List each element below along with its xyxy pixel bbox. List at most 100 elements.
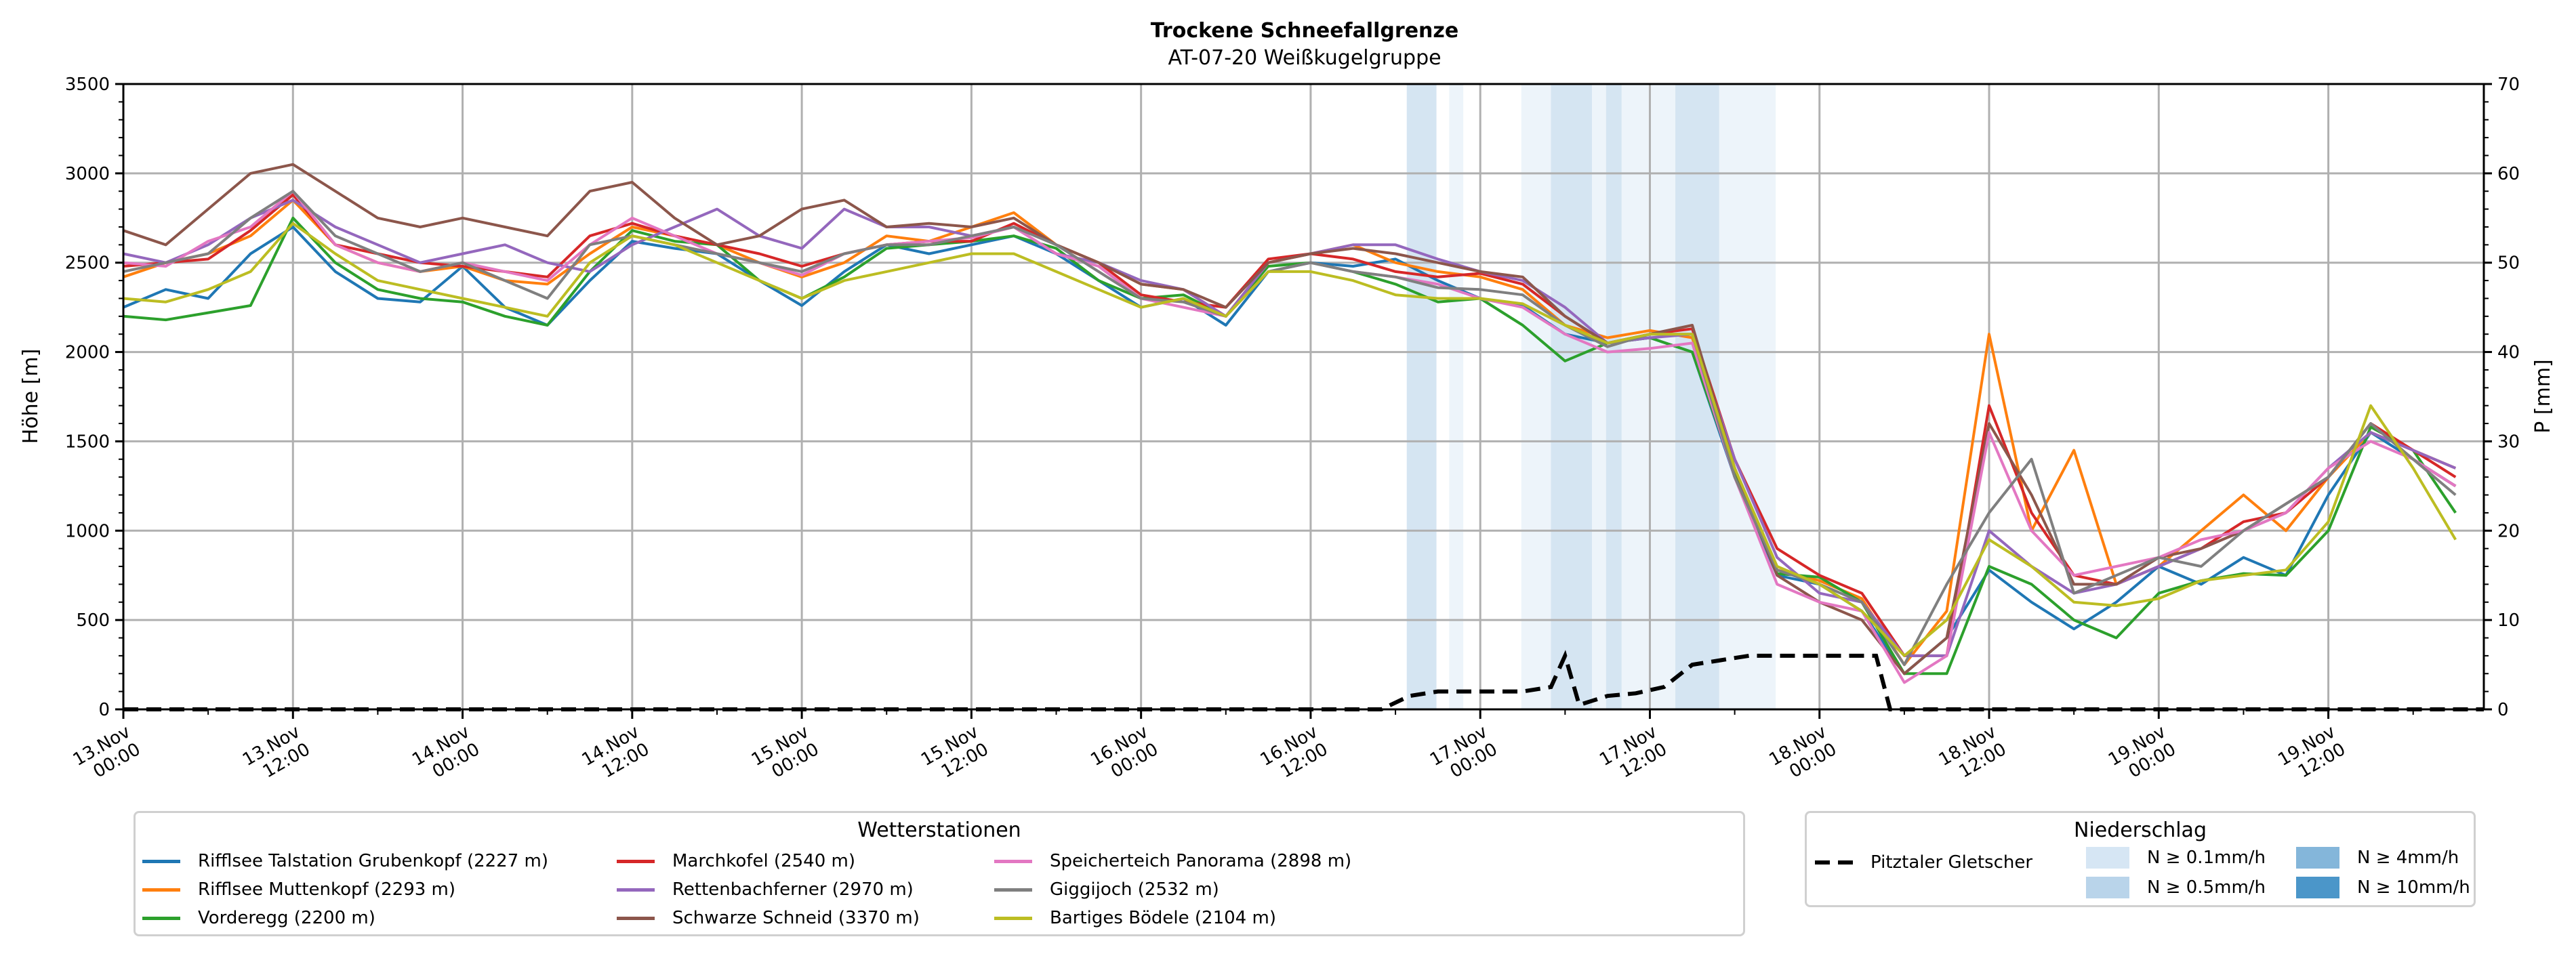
swatch-level-0 bbox=[2086, 847, 2129, 869]
y-tick-label: 500 bbox=[76, 610, 110, 631]
y-right-tick-label: 50 bbox=[2497, 253, 2520, 274]
legend-item-station: Bartiges Bödele (2104 m) bbox=[994, 908, 1276, 928]
line-swatch bbox=[994, 859, 1032, 863]
swatch-level-1 bbox=[2086, 877, 2129, 898]
legend-label: Pitztaler Gletscher bbox=[1870, 852, 2033, 873]
legend-label: N ≥ 0.5mm/h bbox=[2147, 877, 2266, 898]
line-swatch bbox=[994, 888, 1032, 892]
y-axis-label: Höhe [m] bbox=[19, 349, 43, 444]
line-swatch bbox=[142, 859, 180, 863]
line-swatch bbox=[994, 916, 1032, 920]
precip-band bbox=[1591, 84, 1606, 709]
legend-item-station: Vorderegg (2200 m) bbox=[142, 908, 375, 928]
precip-band bbox=[1621, 84, 1676, 709]
precip-band bbox=[1521, 84, 1551, 709]
y-tick-label: 2000 bbox=[65, 343, 110, 363]
line-swatch bbox=[617, 859, 655, 863]
plot-frame bbox=[122, 83, 2485, 711]
legend-label: N ≥ 10mm/h bbox=[2357, 877, 2470, 898]
legend-label: Rettenbachferner (2970 m) bbox=[672, 879, 914, 900]
series-line-0 bbox=[123, 226, 2457, 675]
dashed-line-swatch bbox=[1815, 860, 1853, 865]
line-swatch bbox=[142, 916, 180, 920]
line-swatch bbox=[617, 916, 655, 920]
series-line-2 bbox=[123, 216, 2457, 675]
y-tick-label: 3000 bbox=[65, 164, 110, 184]
chart-title: Trockene Schneefallgrenze bbox=[1151, 19, 1458, 43]
legend-item-station: Schwarze Schneid (3370 m) bbox=[617, 908, 920, 928]
precip-band bbox=[1551, 84, 1592, 709]
series-lines bbox=[123, 163, 2484, 711]
y-tick-label: 3500 bbox=[65, 75, 110, 95]
legend-item-station: Rifflsee Talstation Grubenkopf (2227 m) bbox=[142, 851, 548, 871]
legend-item-station: Rifflsee Muttenkopf (2293 m) bbox=[142, 879, 455, 900]
y-right-tick-label: 10 bbox=[2497, 610, 2520, 631]
precip-band bbox=[1449, 84, 1464, 709]
legend-precip-title: Niederschlag bbox=[2074, 818, 2207, 842]
chart-subtitle: AT-07-20 Weißkugelgruppe bbox=[1168, 46, 1441, 70]
y-tick-label: 1000 bbox=[65, 521, 110, 541]
y-right-tick-label: 60 bbox=[2497, 164, 2520, 184]
series-line-5 bbox=[123, 163, 2457, 675]
legend-stations: Wetterstationen Rifflsee Talstation Grub… bbox=[134, 811, 1745, 936]
legend-item-station: Speicherteich Panorama (2898 m) bbox=[994, 851, 1351, 871]
series-line-1 bbox=[123, 199, 2457, 667]
legend-item-station: Marchkofel (2540 m) bbox=[617, 851, 855, 871]
y-right-tick-label: 40 bbox=[2497, 343, 2520, 363]
line-swatch bbox=[617, 888, 655, 892]
legend-label: Rifflsee Talstation Grubenkopf (2227 m) bbox=[198, 851, 549, 871]
legend-item-level: N ≥ 10mm/h bbox=[2296, 877, 2470, 898]
line-swatch bbox=[142, 888, 180, 892]
y-right-tick-label: 20 bbox=[2497, 521, 2520, 541]
precip-line-pitztaler bbox=[123, 650, 2484, 711]
legend-label: Marchkofel (2540 m) bbox=[672, 851, 855, 871]
legend-label: N ≥ 0.1mm/h bbox=[2147, 848, 2266, 868]
precip-bands bbox=[1406, 84, 1776, 709]
legend-label: Vorderegg (2200 m) bbox=[198, 908, 375, 928]
legend-item-level: N ≥ 0.5mm/h bbox=[2086, 877, 2266, 898]
legend-item-station: Giggijoch (2532 m) bbox=[994, 879, 1219, 900]
y-right-tick-label: 30 bbox=[2497, 432, 2520, 452]
legend-item-level: N ≥ 0.1mm/h bbox=[2086, 847, 2266, 869]
y-tick-label: 1500 bbox=[65, 432, 110, 452]
legend-label: Speicherteich Panorama (2898 m) bbox=[1050, 851, 1352, 871]
legend-label: Rifflsee Muttenkopf (2293 m) bbox=[198, 879, 456, 900]
y-tick-label: 2500 bbox=[65, 253, 110, 274]
grid bbox=[122, 83, 2484, 711]
series-line-8 bbox=[123, 222, 2457, 657]
legend-item-station: Rettenbachferner (2970 m) bbox=[617, 879, 914, 900]
legend-label: N ≥ 4mm/h bbox=[2357, 848, 2459, 868]
y-tick-label: 0 bbox=[98, 700, 110, 720]
precip-band bbox=[1406, 84, 1437, 709]
legend-item-level: N ≥ 4mm/h bbox=[2296, 847, 2459, 869]
y-right-tick-label: 70 bbox=[2497, 75, 2520, 95]
series-line-7 bbox=[123, 190, 2457, 667]
y-right-tick-label: 0 bbox=[2497, 700, 2509, 720]
precip-band bbox=[1606, 84, 1622, 709]
legend-item-pitztaler: Pitztaler Gletscher bbox=[1815, 852, 2032, 873]
legend-stations-title: Wetterstationen bbox=[857, 818, 1021, 842]
y-axis-right-label: P [mm] bbox=[2531, 359, 2555, 433]
swatch-level-2 bbox=[2296, 847, 2339, 869]
legend-label: Giggijoch (2532 m) bbox=[1050, 879, 1219, 900]
axes: 0 500 1000 1500 2000 2500 3000 3500 0 10 20 30 40 50 6… bbox=[65, 75, 2520, 783]
legend-precip: Niederschlag Pitztaler Gletscher N ≥ 0.1… bbox=[1805, 811, 2476, 907]
legend-label: Bartiges Bödele (2104 m) bbox=[1050, 908, 1276, 928]
legend-label: Schwarze Schneid (3370 m) bbox=[672, 908, 920, 928]
precip-band bbox=[1719, 84, 1776, 709]
